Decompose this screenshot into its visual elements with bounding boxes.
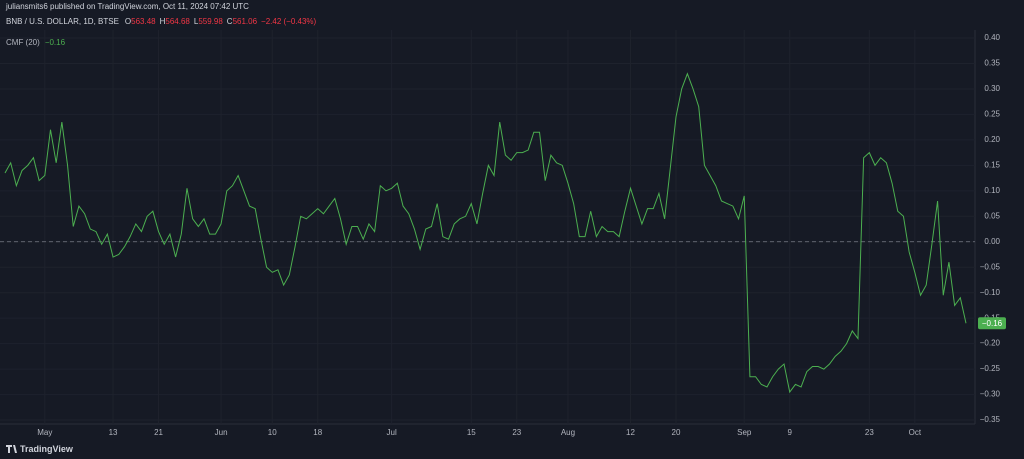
y-tick-label: 0.40 [984, 33, 1000, 42]
x-tick-label: 15 [467, 428, 476, 437]
publisher: juliansmits6 published on TradingView.co… [5, 2, 249, 11]
ohlc-value: 561.06 [233, 17, 258, 26]
y-tick-label: −0.20 [980, 339, 1001, 348]
x-tick-label: Sep [737, 428, 752, 437]
y-tick-label: −0.25 [980, 364, 1001, 373]
ohlc-label: L [194, 17, 199, 26]
ohlc-label: C [227, 17, 233, 26]
y-tick-label: 0.20 [984, 135, 1000, 144]
last-value-label: −0.16 [982, 319, 1003, 328]
x-tick-label: 18 [313, 428, 322, 437]
x-tick-label: 12 [626, 428, 635, 437]
y-tick-label: 0.15 [984, 160, 1000, 169]
x-tick-label: Oct [909, 428, 922, 437]
ohlc-label: O [125, 17, 131, 26]
y-tick-label: −0.10 [980, 288, 1001, 297]
logo-icon [6, 445, 17, 453]
y-tick-label: 0.05 [984, 211, 1000, 220]
x-tick-label: 10 [268, 428, 277, 437]
last-value-badge [978, 317, 1006, 330]
footer-logo: TradingView [6, 444, 74, 454]
indicator-value: −0.16 [45, 38, 66, 47]
x-tick-label: Aug [561, 428, 575, 437]
x-tick-label: 20 [672, 428, 681, 437]
x-tick-label: 9 [787, 428, 792, 437]
y-tick-label: 0.25 [984, 110, 1000, 119]
y-tick-label: 0.00 [984, 237, 1000, 246]
ohlc-value: 559.98 [198, 17, 223, 26]
ohlc-value: 564.68 [165, 17, 190, 26]
change: −2.42 (−0.43%) [261, 17, 316, 26]
x-tick-label: Jun [215, 428, 228, 437]
x-tick-label: 23 [865, 428, 874, 437]
indicator-name: CMF (20) [6, 38, 40, 47]
ohlc-value: 563.48 [131, 17, 156, 26]
x-tick-label: 23 [512, 428, 521, 437]
y-tick-label: −0.05 [980, 262, 1001, 271]
x-tick-label: Jul [387, 428, 397, 437]
y-tick-label: 0.10 [984, 186, 1000, 195]
y-tick-label: 0.35 [984, 59, 1000, 68]
x-tick-label: May [37, 428, 52, 437]
y-tick-label: 0.30 [984, 84, 1000, 93]
symbol: BNB / U.S. DOLLAR, 1D, BTSE [6, 17, 119, 26]
y-tick-label: −0.35 [980, 415, 1001, 424]
y-tick-label: −0.30 [980, 390, 1001, 399]
brand: TradingView [20, 444, 74, 454]
ohlc-label: H [160, 17, 166, 26]
x-tick-label: 13 [109, 428, 118, 437]
cmf-line [4, 72, 967, 394]
x-tick-label: 21 [154, 428, 163, 437]
